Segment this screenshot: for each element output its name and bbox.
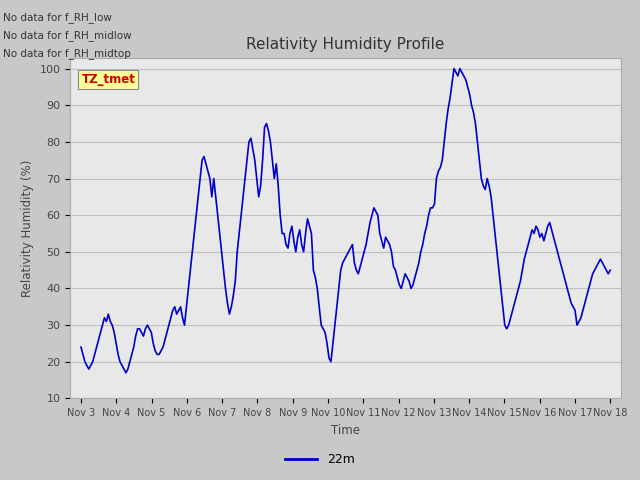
Title: Relativity Humidity Profile: Relativity Humidity Profile — [246, 37, 445, 52]
Legend: 22m: 22m — [280, 448, 360, 471]
Text: No data for f_RH_low: No data for f_RH_low — [3, 12, 112, 23]
Text: No data for f_RH_midlow: No data for f_RH_midlow — [3, 30, 132, 41]
Y-axis label: Relativity Humidity (%): Relativity Humidity (%) — [21, 159, 34, 297]
X-axis label: Time: Time — [331, 424, 360, 437]
Text: TZ_tmet: TZ_tmet — [81, 73, 135, 86]
Text: No data for f_RH_midtop: No data for f_RH_midtop — [3, 48, 131, 60]
